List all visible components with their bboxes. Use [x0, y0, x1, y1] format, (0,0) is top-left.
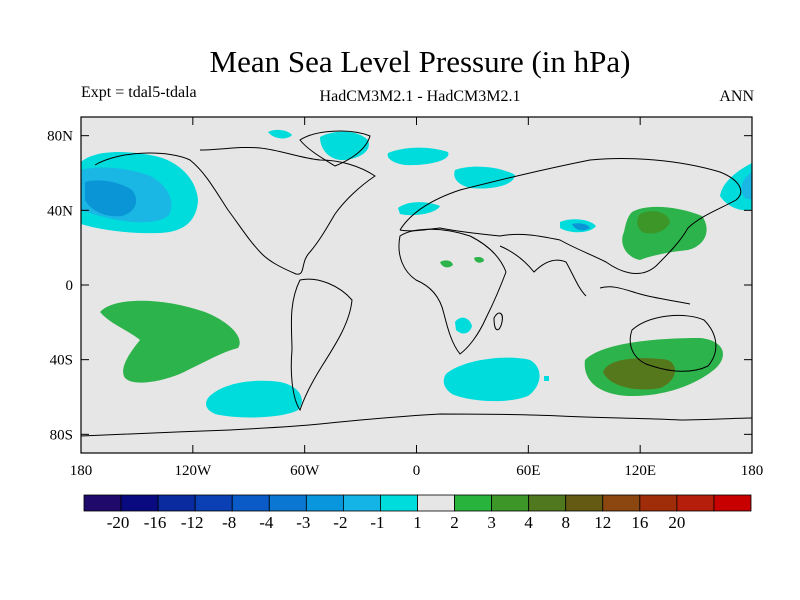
greenland-coast	[299, 130, 371, 167]
contour-europe	[398, 202, 440, 216]
colorbar-swatch	[83, 494, 122, 512]
colorbar-label: 4	[524, 513, 533, 532]
colorbar-swatch	[268, 494, 307, 512]
colorbar-label: -16	[144, 513, 167, 532]
colorbar-swatch	[120, 494, 159, 512]
contour-greenland	[320, 131, 369, 161]
colorbar-label: -20	[107, 513, 130, 532]
colorbar-label: 12	[594, 513, 611, 532]
y-tick-label: 80S	[50, 427, 73, 443]
contour-east-asia-core	[637, 211, 670, 234]
colorbar-swatch	[639, 494, 678, 512]
contour-south-pacific	[206, 380, 302, 418]
colorbar-label: -12	[181, 513, 204, 532]
contour-arctic-east	[387, 147, 449, 166]
north-america-coast	[94, 146, 376, 275]
contour-africa-small-2	[474, 257, 484, 263]
colorbar-label: 1	[413, 513, 422, 532]
contour-siberia	[454, 166, 515, 189]
x-tick-label: 60E	[516, 463, 540, 479]
colorbar: -20 -16 -12 -8 -4 -3 -2 -1 1 2 3 4 8 12 16 20	[83, 494, 752, 532]
europe-asia-coast	[399, 158, 742, 275]
colorbar-label: 3	[487, 513, 496, 532]
colorbar-label: -8	[222, 513, 236, 532]
antarctica-coast	[81, 413, 752, 437]
africa-coast	[398, 228, 507, 355]
contour-south-east-pacific	[100, 300, 240, 383]
colorbar-label: -1	[370, 513, 384, 532]
x-tick-label: 180	[70, 463, 93, 479]
x-tick-label: 120E	[624, 463, 656, 479]
contour-speck	[544, 376, 549, 381]
colorbar-swatch	[565, 494, 604, 512]
colorbar-swatch	[305, 494, 344, 512]
colorbar-label: -3	[296, 513, 310, 532]
x-tick-label: 120W	[174, 463, 212, 479]
model-comparison-label: HadCM3M2.1 - HadCM3M2.1	[319, 88, 521, 105]
contour-himalaya-core	[572, 223, 590, 231]
australia-coast	[629, 314, 717, 372]
contour-south-atlantic	[443, 357, 540, 402]
colorbar-label: 2	[450, 513, 459, 532]
colorbar-swatch	[342, 494, 381, 512]
contour-east-edge-pacific-core	[741, 172, 752, 200]
map-title: Mean Sea Level Pressure (in hPa)	[209, 44, 631, 79]
contour-north-pacific-center	[85, 180, 137, 217]
south-america-coast	[290, 278, 353, 412]
x-tick-label: 60W	[290, 463, 320, 479]
y-tick-label: 40N	[47, 203, 73, 219]
colorbar-label: 20	[668, 513, 685, 532]
colorbar-swatch	[491, 494, 530, 512]
colorbar-swatch	[454, 494, 493, 512]
colorbar-label: -2	[333, 513, 347, 532]
y-tick-label: 80N	[47, 129, 73, 145]
x-tick-label: 0	[413, 463, 421, 479]
colorbar-swatch	[380, 494, 418, 512]
contour-east-edge-pacific	[720, 163, 752, 211]
arabia-india-coast	[499, 245, 587, 297]
map-background	[81, 117, 752, 453]
y-axis: 80N 40N 0 40S 80S	[47, 129, 752, 443]
pressure-anomaly-field	[81, 129, 752, 437]
y-tick-label: 0	[66, 278, 74, 294]
madagascar-coast	[493, 312, 503, 331]
colorbar-swatch	[528, 494, 567, 512]
experiment-label: Expt = tdal5-tdala	[81, 84, 197, 101]
contour-south-indian-core	[603, 358, 675, 390]
colorbar-swatch	[417, 494, 455, 512]
colorbar-swatch	[194, 494, 233, 512]
season-label: ANN	[719, 88, 754, 105]
contour-alaska-small	[268, 129, 292, 139]
colorbar-label: -4	[259, 513, 274, 532]
y-tick-label: 40S	[50, 353, 73, 369]
colorbar-swatch	[231, 494, 270, 512]
colorbar-swatch	[713, 494, 752, 512]
colorbar-swatch	[602, 494, 641, 512]
x-axis: 180 120W 60W 0 60E 120E 180	[70, 117, 764, 479]
contour-africa-small-1	[440, 260, 453, 268]
contour-southern-africa	[455, 317, 472, 334]
colorbar-swatch	[676, 494, 715, 512]
indonesia-coast	[599, 286, 691, 305]
x-tick-label: 180	[741, 463, 764, 479]
coastlines	[81, 130, 752, 437]
colorbar-label: 16	[631, 513, 648, 532]
colorbar-label: 8	[561, 513, 570, 532]
colorbar-swatch	[157, 494, 196, 512]
